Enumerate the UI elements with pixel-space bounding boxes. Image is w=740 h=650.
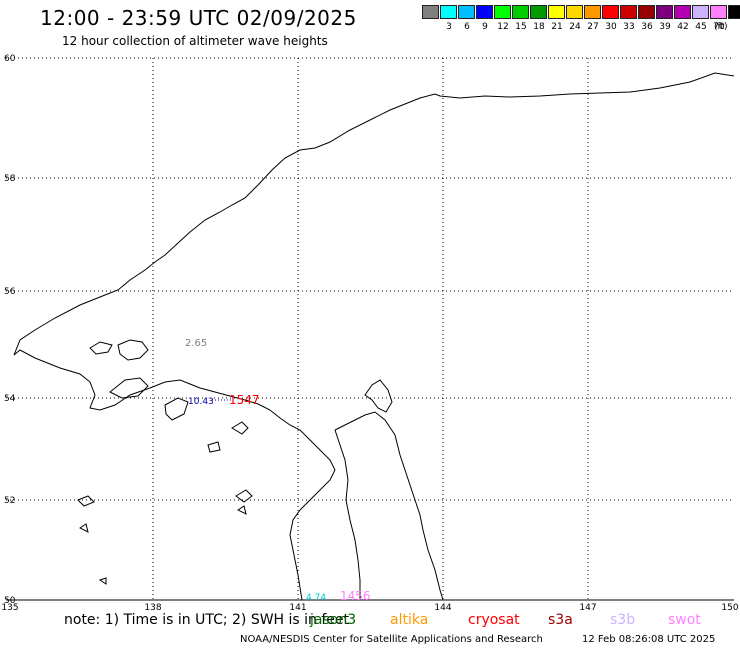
scale-label: 42 xyxy=(677,22,689,32)
lon-label-144: 144 xyxy=(434,603,451,613)
scale-label: 30 xyxy=(605,22,617,32)
lon-labels: 135 138 141 144 147 150 xyxy=(1,603,738,613)
scale-label: 27 xyxy=(587,22,599,32)
island-2 xyxy=(207,441,221,453)
satellite-jason3: jason3 xyxy=(310,612,357,628)
satellite-altika: altika xyxy=(390,612,429,628)
scale-swatch xyxy=(584,5,601,19)
coastline-north xyxy=(13,72,735,356)
wave-value-3: 1547 xyxy=(229,393,260,407)
color-scale-labels: 3 6 9 12 15 18 21 24 27 30 33 36 39 42 45 70 xyxy=(422,22,740,32)
scale-swatch xyxy=(440,5,457,19)
scale-swatch xyxy=(422,5,439,19)
lat-label-50: 50 xyxy=(4,596,16,606)
wave-value-5: 1456 xyxy=(340,589,371,603)
lat-label-52: 52 xyxy=(4,496,15,506)
lat-labels: 60 58 56 54 52 50 xyxy=(4,54,16,606)
color-scale xyxy=(422,5,740,19)
island-3 xyxy=(235,489,253,503)
wave-value-4: 4.74 xyxy=(306,593,326,603)
lat-label-54: 54 xyxy=(4,394,16,404)
lon-label-135: 135 xyxy=(1,603,18,613)
island-1 xyxy=(231,421,249,435)
wave-value-1: 2.65 xyxy=(185,338,207,349)
scale-swatch xyxy=(674,5,691,19)
satellite-cryosat: cryosat xyxy=(468,612,520,628)
scale-label: 21 xyxy=(551,22,563,32)
island-shantar-2 xyxy=(89,341,113,355)
lat-label-58: 58 xyxy=(4,174,16,184)
satellite-s3a: s3a xyxy=(548,612,573,628)
scale-label: 45 xyxy=(695,22,707,32)
scale-swatch xyxy=(548,5,565,19)
coastline xyxy=(13,72,735,601)
scale-label: 70 xyxy=(713,22,725,32)
coastline-sakhalin-north xyxy=(364,379,393,413)
scale-swatch xyxy=(566,5,583,19)
scale-label: 12 xyxy=(497,22,509,32)
scale-swatch xyxy=(530,5,547,19)
island-5 xyxy=(237,505,247,515)
scale-label: 24 xyxy=(569,22,581,32)
credit-text: NOAA/NESDIS Center for Satellite Applica… xyxy=(240,634,543,645)
island-shantar-3 xyxy=(117,339,149,361)
scale-swatch xyxy=(692,5,709,19)
island-6 xyxy=(79,523,89,533)
scale-swatch xyxy=(656,5,673,19)
island-shantar-1 xyxy=(109,377,149,399)
scale-swatch xyxy=(512,5,529,19)
island-7 xyxy=(98,577,107,585)
scale-label: 3 xyxy=(446,22,452,32)
satellite-s3b: s3b xyxy=(610,612,636,628)
scale-swatch xyxy=(476,5,493,19)
wave-value-2: 10.43 xyxy=(188,397,214,407)
scale-swatch xyxy=(728,5,740,19)
coastline-west xyxy=(13,349,336,601)
lon-label-141: 141 xyxy=(289,603,306,613)
satellite-swot: swot xyxy=(668,612,701,628)
footer-note: note: 1) Time is in UTC; 2) SWH is in fe… xyxy=(64,612,350,628)
island-shantar-4 xyxy=(164,397,189,421)
graticule xyxy=(6,57,734,600)
scale-swatch xyxy=(458,5,475,19)
scale-label: 15 xyxy=(515,22,527,32)
scale-label: 36 xyxy=(641,22,653,32)
lon-label-147: 147 xyxy=(579,603,596,613)
lat-label-56: 56 xyxy=(4,287,16,297)
scale-label: 9 xyxy=(482,22,488,32)
scale-swatch xyxy=(710,5,727,19)
map-subtitle: 12 hour collection of altimeter wave hei… xyxy=(62,34,328,48)
scale-swatch xyxy=(494,5,511,19)
wave-annotations: 2.65 10.43 1547 4.74 1456 xyxy=(185,338,371,603)
lon-label-138: 138 xyxy=(144,603,161,613)
coastline-sakhalin-west xyxy=(334,429,361,600)
lat-label-60: 60 xyxy=(4,54,16,64)
generated-timestamp: 12 Feb 08:26:08 UTC 2025 xyxy=(582,634,716,645)
scale-label: 18 xyxy=(533,22,545,32)
map-title: 12:00 - 23:59 UTC 02/09/2025 xyxy=(40,6,357,30)
coastline-sakhalin-east xyxy=(334,411,444,601)
scale-swatch xyxy=(638,5,655,19)
lon-label-150: 150 xyxy=(721,603,738,613)
island-4 xyxy=(77,495,95,507)
scale-unit: (ft) xyxy=(714,22,728,32)
scale-label: 39 xyxy=(659,22,671,32)
scale-swatch xyxy=(602,5,619,19)
scale-label: 6 xyxy=(464,22,470,32)
scale-swatch xyxy=(620,5,637,19)
scale-label: 33 xyxy=(623,22,635,32)
